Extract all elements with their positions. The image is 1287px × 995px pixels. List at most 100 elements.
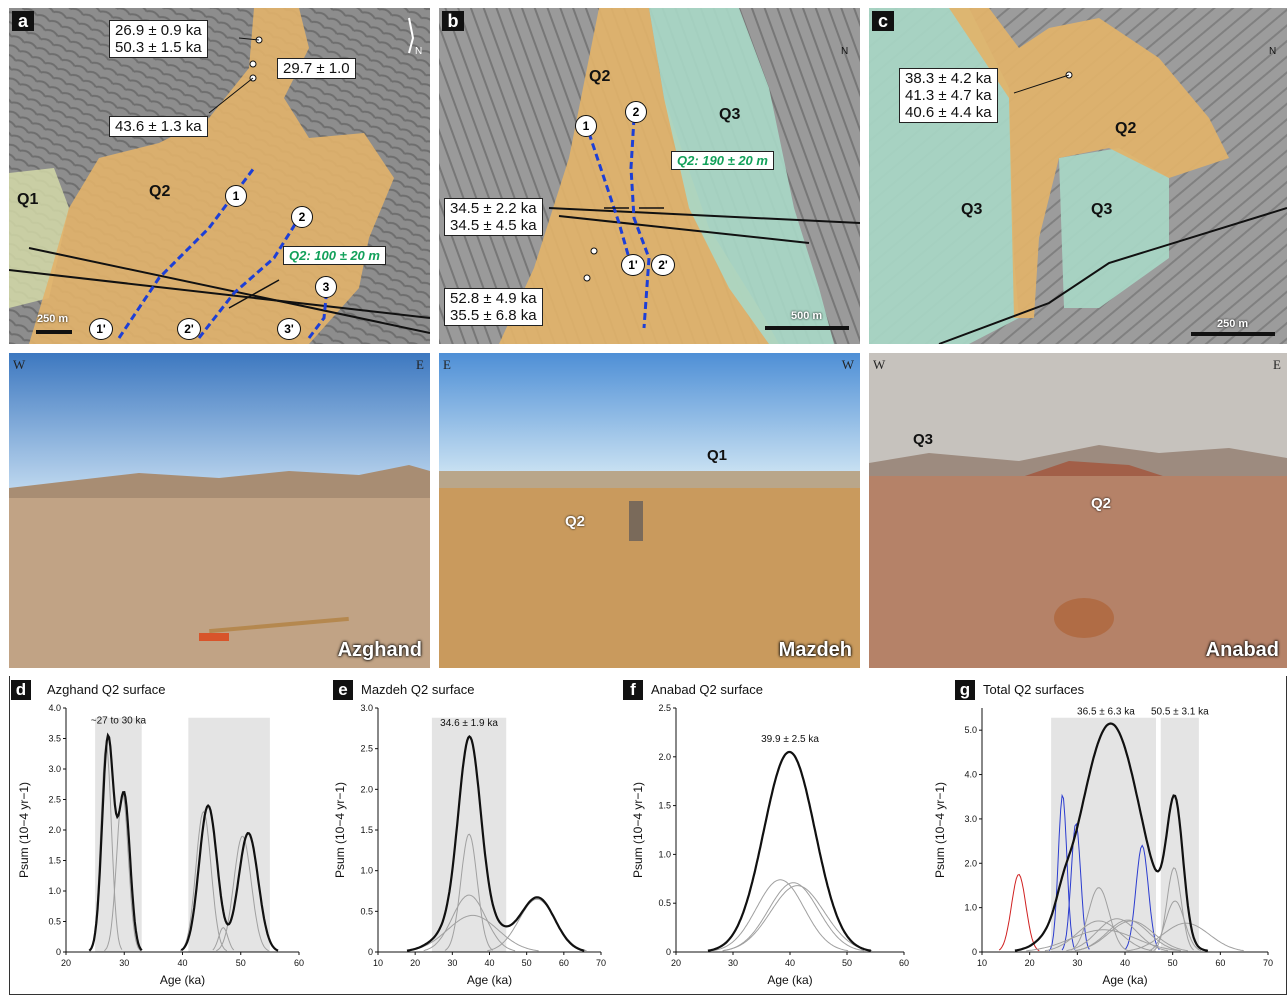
map-panel-a: a 26.9 ± 0.9 ka 50.3 ± 1.5 ka 29.7 ± 1.0… xyxy=(9,8,430,344)
x-tick-label: 10 xyxy=(977,958,987,968)
age-box-a3: 43.6 ± 1.3 ka xyxy=(109,116,208,137)
photo-panel-azghand: W E Azghand xyxy=(9,353,430,668)
age-box-c1: 38.3 ± 4.2 ka 41.3 ± 4.7 ka 40.6 ± 4.4 k… xyxy=(899,68,998,123)
y-tick-label: 1.0 xyxy=(48,886,61,896)
y-tick-label: 3.0 xyxy=(48,764,61,774)
y-tick-label: 3.0 xyxy=(964,814,977,824)
x-tick-label: 20 xyxy=(1025,958,1035,968)
map-panel-c: c 38.3 ± 4.2 ka 41.3 ± 4.7 ka 40.6 ± 4.4… xyxy=(869,8,1287,344)
panel-label-b: b xyxy=(442,11,464,31)
component-curve-11 xyxy=(1149,900,1202,952)
component-curve-10 xyxy=(1153,867,1194,952)
x-tick-label: 20 xyxy=(671,958,681,968)
chart-d: 20 30 40 50 60 0 0.5 1.0 1.5 2.0 2.5 3.0 3.5 4.0 Age (… xyxy=(17,703,304,987)
photo-panel-mazdeh: E W Q1 Q2 Mazdeh xyxy=(439,353,860,668)
north-arrow-a: N xyxy=(415,46,423,57)
chart-title-g: Total Q2 surfaces xyxy=(983,682,1085,697)
panel-label-e: e xyxy=(333,680,353,700)
y-tick-label: 1.5 xyxy=(360,825,373,835)
y-tick-label: 0.5 xyxy=(48,917,61,927)
x-axis-label: Age (ka) xyxy=(467,973,512,987)
y-tick-label: 0 xyxy=(972,947,977,957)
panel-label-g: g xyxy=(955,680,975,700)
x-tick-label: 40 xyxy=(1120,958,1130,968)
annotation-label-0: 36.5 ± 6.3 ka xyxy=(1077,707,1135,718)
map-b-svg xyxy=(439,8,860,344)
direction-left-b: E xyxy=(443,357,451,372)
q2-unit-c xyxy=(949,8,1229,318)
map-a-svg xyxy=(9,8,430,344)
component-curve-9 xyxy=(1074,919,1181,952)
photo-label-q2-c: Q2 xyxy=(1091,495,1112,512)
direction-right-a: E xyxy=(416,357,424,372)
x-tick-label: 50 xyxy=(522,958,532,968)
scale-a: 250 m xyxy=(37,313,69,325)
track-3-a xyxy=(307,287,329,339)
age-b2-line1: 52.8 ± 4.9 ka xyxy=(450,290,537,307)
direction-left-a: W xyxy=(13,357,26,372)
q3-unit-c2 xyxy=(1059,148,1169,308)
y-tick-label: 3.0 xyxy=(360,703,373,713)
x-tick-label: 30 xyxy=(447,958,457,968)
map-c-svg xyxy=(869,8,1287,344)
photo-label-q3-c: Q3 xyxy=(913,431,934,448)
point-2-a: 2 xyxy=(291,206,313,228)
component-curve-2 xyxy=(722,882,865,952)
x-tick-label: 30 xyxy=(119,958,129,968)
panel-label-c: c xyxy=(872,11,894,31)
y-tick-label: 2.0 xyxy=(48,825,61,835)
point-2p-a: 2' xyxy=(177,318,201,340)
unit-q3-c1: Q3 xyxy=(961,201,983,218)
annotation-label-0: 34.6 ± 1.9 ka xyxy=(440,718,498,729)
age-a1-line1: 26.9 ± 0.9 ka xyxy=(115,22,202,39)
x-tick-label: 30 xyxy=(1072,958,1082,968)
component-curve-0 xyxy=(712,879,849,952)
component-curve-1 xyxy=(1048,793,1076,952)
y-tick-label: 4.0 xyxy=(964,770,977,780)
component-curve-1 xyxy=(722,885,873,952)
scale-b: 500 m xyxy=(791,310,823,322)
y-tick-label: 1.5 xyxy=(48,856,61,866)
annotation-label-0: 39.9 ± 2.5 ka xyxy=(761,734,819,745)
location-label-anabad: Anabad xyxy=(1205,639,1279,661)
age-box-a1: 26.9 ± 0.9 ka 50.3 ± 1.5 ka xyxy=(109,20,208,58)
y-tick-label: 0.5 xyxy=(658,898,671,908)
photo-label-q1-b: Q1 xyxy=(707,447,728,464)
y-tick-label: 0 xyxy=(56,947,61,957)
y-axis-label: Psum (10−4 yr−1) xyxy=(933,782,947,878)
x-tick-label: 40 xyxy=(484,958,494,968)
age-a1-line2: 50.3 ± 1.5 ka xyxy=(115,39,202,56)
unit-q2-a: Q2 xyxy=(149,183,171,200)
map-panel-b: b 34.5 ± 2.2 ka 34.5 ± 4.5 ka 52.8 ± 4.9… xyxy=(439,8,860,344)
photo-panel-anabad: W E Q3 Q2 Anabad xyxy=(869,353,1287,668)
x-tick-label: 30 xyxy=(728,958,738,968)
point-1-b: 1 xyxy=(575,115,597,137)
component-curve-0 xyxy=(444,833,494,951)
track-1-b xyxy=(587,132,631,259)
component-curve-1 xyxy=(423,894,516,952)
x-tick-label: 40 xyxy=(785,958,795,968)
age-c1-line2: 41.3 ± 4.7 ka xyxy=(905,87,992,104)
y-tick-label: 1.5 xyxy=(658,801,671,811)
x-tick-label: 60 xyxy=(899,958,909,968)
point-2p-b: 2' xyxy=(651,254,675,276)
annotation-label-1: 50.5 ± 3.1 ka xyxy=(1151,707,1209,718)
x-tick-label: 50 xyxy=(842,958,852,968)
y-axis-label: Psum (10−4 yr−1) xyxy=(333,782,347,878)
x-axis-label: Age (ka) xyxy=(1102,973,1147,987)
panel-label-a: a xyxy=(12,11,34,31)
shaded-window-0 xyxy=(1051,717,1156,952)
x-tick-label: 40 xyxy=(177,958,187,968)
direction-right-b: W xyxy=(841,357,854,372)
unit-q3-b: Q3 xyxy=(719,106,741,123)
y-tick-label: 2.5 xyxy=(48,795,61,805)
unit-q1-a: Q1 xyxy=(17,191,39,208)
summed-probability-curve xyxy=(88,732,279,952)
track-2-b xyxy=(629,117,651,329)
y-tick-label: 1.0 xyxy=(658,849,671,859)
y-tick-label: 0 xyxy=(368,947,373,957)
chart-f: 20 30 40 50 60 0 0.5 1.0 1.5 2.0 2.5 Age (ka) Psum (… xyxy=(631,703,909,987)
chart-e: 10 20 30 40 50 60 70 0 0.5 1.0 1.5 2.0 2.5 3.0 Age (ka… xyxy=(333,703,606,987)
direction-left-c: W xyxy=(873,357,886,372)
age-b1-line2: 34.5 ± 4.5 ka xyxy=(450,217,537,234)
